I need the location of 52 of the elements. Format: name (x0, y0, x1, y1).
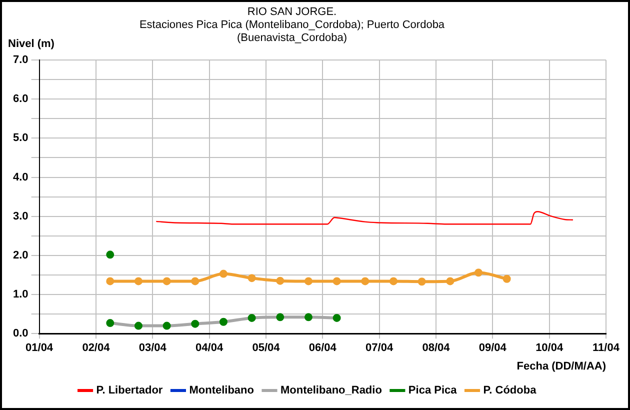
x-tick-label: 10/04 (536, 342, 564, 354)
y-tick-label: 3.0 (12, 210, 28, 222)
point (134, 277, 142, 286)
point (332, 277, 341, 286)
point (162, 322, 171, 330)
chart-title: RIO SAN JORGE. Estaciones Pica Pica (Montelibano_Cordoba); Puerto Cordoba (Buenavista_Cordoba) (138, 6, 446, 45)
x-tick-label: 02/04 (82, 342, 111, 354)
legend-label: P. Libertador (96, 384, 164, 397)
legend-label: Montelibano_Radio (280, 384, 382, 397)
x-tick-label: 03/04 (138, 342, 168, 354)
point (219, 318, 228, 326)
point (389, 277, 398, 286)
point (191, 320, 200, 328)
point (162, 277, 171, 286)
legend-label: P. Códoba (483, 384, 538, 397)
point (474, 268, 482, 277)
point (248, 274, 256, 282)
point (219, 270, 228, 278)
point (332, 314, 341, 322)
y-tick-label: 7.0 (12, 54, 28, 66)
x-tick-label: 04/04 (196, 342, 224, 354)
y-axis-title: Nivel (m) (8, 38, 54, 50)
point (304, 277, 312, 286)
point (276, 276, 284, 285)
legend-label: Pica Pica (408, 384, 458, 397)
y-tick-label: 6.0 (12, 93, 28, 106)
point (418, 278, 426, 286)
y-tick-label: 1.0 (12, 288, 28, 301)
point (446, 277, 454, 286)
y-tick-label: 5.0 (12, 132, 28, 144)
point (134, 322, 142, 330)
x-tick-label: 01/04 (26, 342, 54, 354)
y-tick-label: 2.0 (12, 249, 28, 262)
point (304, 313, 312, 322)
point (276, 313, 284, 322)
x-tick-label: 11/04 (592, 342, 620, 354)
x-tick-label: 05/04 (252, 342, 281, 354)
x-tick-label: 07/04 (366, 342, 394, 354)
x-tick-label: 06/04 (308, 342, 338, 354)
point (106, 277, 114, 286)
y-tick-label: 0.0 (12, 328, 28, 340)
x-tick-label: 09/04 (478, 342, 508, 354)
point (502, 274, 511, 283)
legend-label: Montelibano (189, 384, 254, 397)
point (191, 277, 200, 286)
x-tick-label: 08/04 (422, 342, 451, 354)
point (248, 314, 256, 322)
point (106, 250, 114, 259)
y-tick-label: 4.0 (12, 171, 28, 184)
point (361, 277, 370, 286)
x-axis-title: Fecha (DD/M/AA) (516, 360, 606, 372)
point (106, 319, 114, 328)
